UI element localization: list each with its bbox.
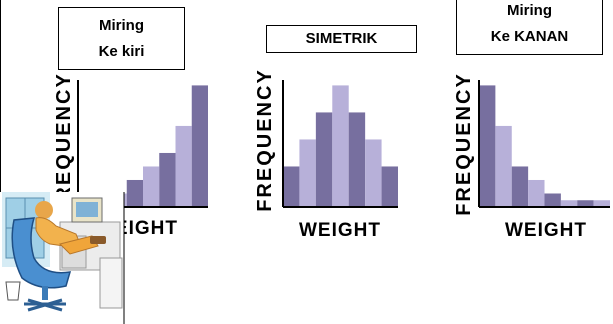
chart-title-symmetric: SIMETRIK xyxy=(266,25,417,53)
histogram-bar xyxy=(593,200,611,207)
title-line: Miring xyxy=(507,2,552,19)
histogram-bar xyxy=(495,125,512,207)
bars-symmetric xyxy=(283,85,398,207)
histogram-bar xyxy=(315,112,333,207)
chart-title-skew-right: Miring Ke KANAN xyxy=(456,0,603,55)
histogram-bar xyxy=(544,193,561,207)
y-axis-label: FREQUENCY xyxy=(53,72,75,216)
y-axis-label: FREQUENCY xyxy=(254,68,276,212)
histogram-bar xyxy=(283,166,300,207)
left-border-line xyxy=(0,0,1,300)
histogram-bar xyxy=(479,85,496,207)
title-line: Miring xyxy=(99,17,144,34)
x-axis-label: WEIGHT xyxy=(505,220,587,241)
histogram-bar xyxy=(159,152,176,207)
histogram-bar xyxy=(348,112,366,207)
histogram-bar xyxy=(143,166,160,207)
bars-skew-right xyxy=(479,85,611,207)
histogram-bar xyxy=(126,179,143,207)
title-line: SIMETRIK xyxy=(305,30,378,48)
histogram-bar xyxy=(175,125,192,207)
histogram-bar xyxy=(577,200,594,207)
x-axis-label: WEIGHT xyxy=(299,220,381,241)
chart-title-skew-left: Miring Ke kiri xyxy=(58,7,185,70)
histogram-bar xyxy=(299,139,316,207)
histogram-bar xyxy=(528,179,545,207)
title-line: Ke kiri xyxy=(98,42,145,60)
chart-symmetric: FREQUENCY WEIGHT xyxy=(254,68,398,241)
bars-skew-left xyxy=(78,85,208,207)
histogram-bar xyxy=(332,85,349,207)
histogram-bar xyxy=(381,166,398,207)
histogram-bar xyxy=(191,85,208,207)
histogram-bar xyxy=(560,200,578,207)
y-axis-label: FREQUENCY xyxy=(453,72,475,216)
chart-skew-right: FREQUENCY WEIGHT xyxy=(453,72,611,241)
title-line: Ke KANAN xyxy=(490,27,569,45)
histogram-bar xyxy=(365,139,382,207)
histogram-bar xyxy=(511,166,529,207)
person-at-computer-clipart-icon xyxy=(0,192,125,324)
